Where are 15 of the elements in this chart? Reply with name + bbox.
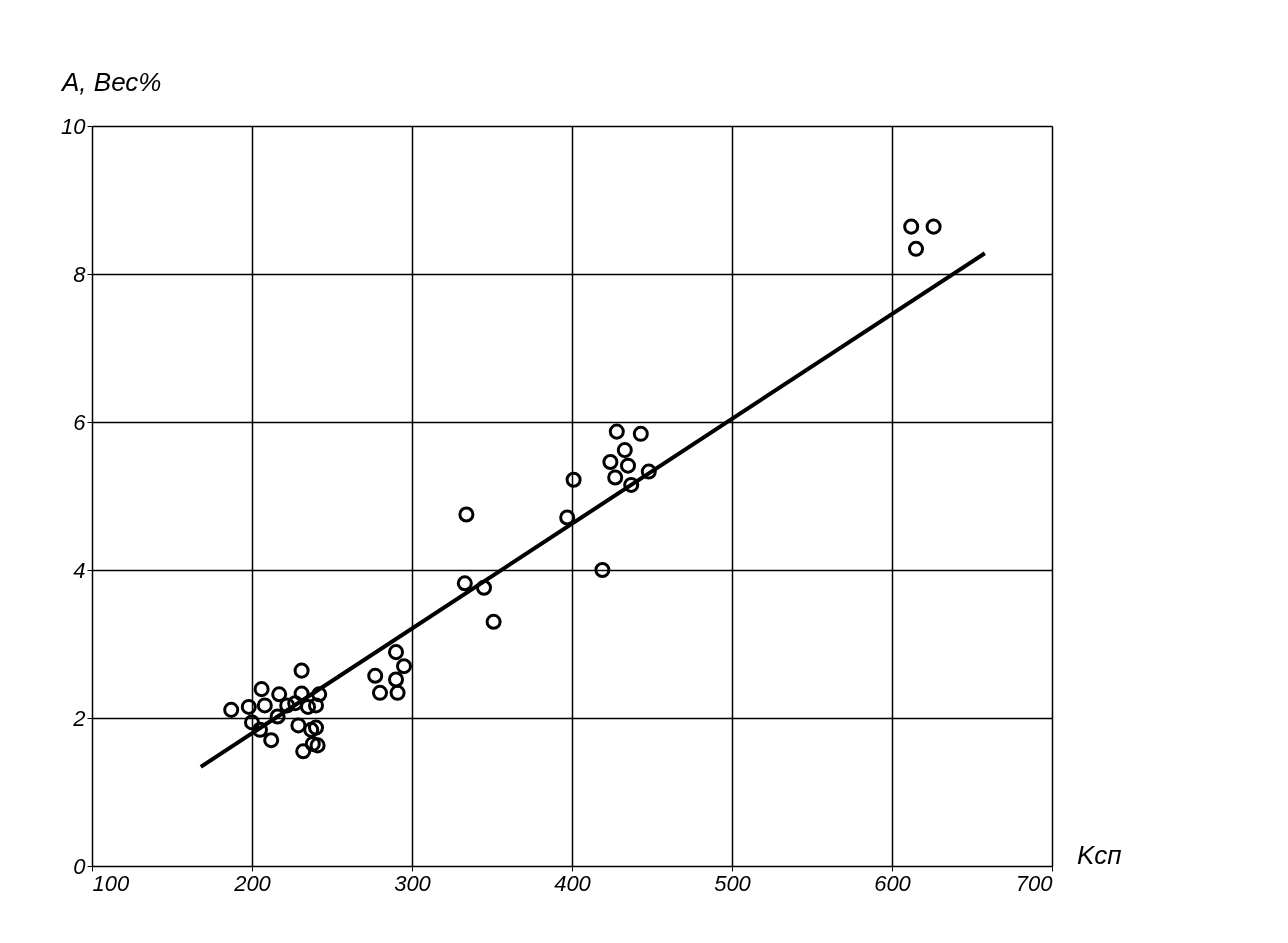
y-tick-label: 0 (73, 853, 87, 879)
y-tick-label: 6 (73, 409, 87, 435)
x-tick-label: 100 (92, 870, 130, 896)
x-tick-label: 500 (714, 870, 752, 896)
x-tick-label: 200 (233, 870, 272, 896)
x-tick-label: 300 (394, 870, 432, 896)
x-axis-title: Kсп (1077, 840, 1122, 870)
x-tick-label: 600 (874, 870, 912, 896)
y-tick-label: 2 (72, 705, 86, 731)
x-tick-label: 700 (1015, 870, 1054, 896)
y-tick-label: 4 (73, 557, 86, 583)
y-tick-label: 10 (61, 113, 87, 139)
x-tick-label: 400 (554, 870, 592, 896)
y-axis-title: A, Вес% (60, 67, 162, 97)
y-tick-label: 8 (73, 261, 87, 287)
